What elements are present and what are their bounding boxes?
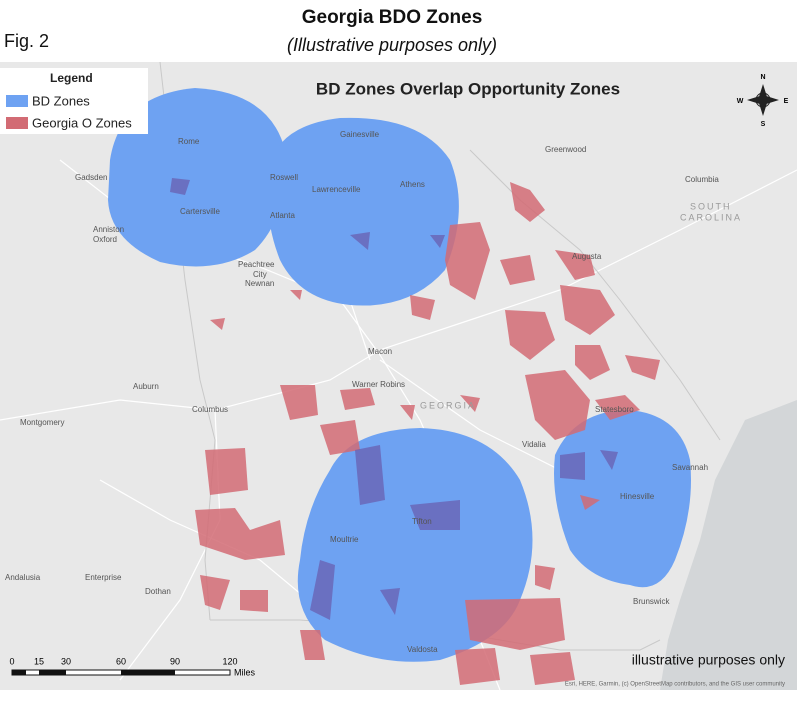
place-label: Columbia [685, 175, 719, 184]
place-label: Peachtree [238, 260, 275, 269]
compass-label: S [761, 121, 766, 128]
scale-tick-label: 15 [34, 656, 44, 666]
place-label: Statesboro [595, 405, 634, 414]
o-zones [195, 182, 660, 685]
scale-tick-label: 30 [61, 656, 71, 666]
place-label: Anniston [93, 225, 124, 234]
compass-rose [747, 84, 779, 116]
scale-unit: Miles [234, 667, 256, 677]
place-label: Savannah [672, 463, 708, 472]
place-label: Newnan [245, 279, 274, 288]
map-title: BD Zones Overlap Opportunity Zones [316, 79, 620, 98]
place-label: City [253, 270, 267, 279]
ocean [660, 400, 797, 690]
place-label: Gainesville [340, 130, 380, 139]
scale-tick-label: 90 [170, 656, 180, 666]
place-labels: Gadsden Anniston Oxford Rome Cartersvill… [5, 130, 742, 654]
place-label: Vidalia [522, 440, 546, 449]
place-label: Macon [368, 347, 392, 356]
scale-bar-segment [39, 670, 66, 675]
legend-title: Legend [50, 71, 93, 85]
legend-swatch [6, 117, 28, 129]
place-label: Lawrenceville [312, 185, 361, 194]
compass-ring [755, 92, 771, 108]
place-label: Oxford [93, 235, 117, 244]
scale-bar-segment [121, 670, 175, 675]
scale-bar: 0 15 30 60 90 120 Miles [9, 656, 255, 677]
figure-title: Georgia BDO Zones [302, 7, 483, 28]
attribution: Esri, HERE, Garmin, (c) OpenStreetMap co… [565, 682, 785, 688]
place-label: Greenwood [545, 145, 586, 154]
figure-subtitle: (Illustrative purposes only) [287, 35, 497, 55]
place-label: Andalusia [5, 573, 41, 582]
state-label: SOUTH [690, 201, 732, 211]
place-label: Moultrie [330, 535, 359, 544]
place-label: Dothan [145, 587, 171, 596]
place-label: Brunswick [633, 597, 670, 606]
place-label: Atlanta [270, 211, 295, 220]
map-note: illustrative purposes only [632, 652, 785, 668]
place-label: Cartersville [180, 207, 221, 216]
place-label: Valdosta [407, 645, 438, 654]
figure-label: Fig. 2 [4, 31, 49, 51]
compass-label: E [784, 98, 789, 105]
place-label: Tifton [412, 517, 432, 526]
place-label: Athens [400, 180, 425, 189]
place-label: Roswell [270, 173, 298, 182]
map: Gadsden Anniston Oxford Rome Cartersvill… [0, 61, 798, 691]
overlap-zones [170, 178, 618, 620]
place-label: Augusta [572, 252, 602, 261]
state-label: GEORGIA [420, 400, 476, 410]
scale-bar-segment [12, 670, 26, 675]
place-label: Rome [178, 137, 200, 146]
place-label: Auburn [133, 382, 159, 391]
place-label: Warner Robins [352, 380, 405, 389]
place-label: Montgomery [20, 418, 64, 427]
scale-tick-label: 120 [222, 656, 237, 666]
compass: N E S W [737, 74, 789, 128]
compass-label: W [737, 98, 744, 105]
place-label: Gadsden [75, 173, 107, 182]
legend-label: BD Zones [32, 93, 90, 108]
place-label: Enterprise [85, 573, 122, 582]
place-label: Columbus [192, 405, 228, 414]
place-label: Hinesville [620, 492, 655, 501]
legend: Legend BD Zones Georgia O Zones [0, 68, 148, 134]
state-label: CAROLINA [680, 212, 742, 222]
compass-label: N [760, 74, 765, 81]
scale-tick-label: 60 [116, 656, 126, 666]
legend-swatch [6, 95, 28, 107]
scale-tick-label: 0 [9, 656, 14, 666]
legend-label: Georgia O Zones [32, 115, 132, 130]
